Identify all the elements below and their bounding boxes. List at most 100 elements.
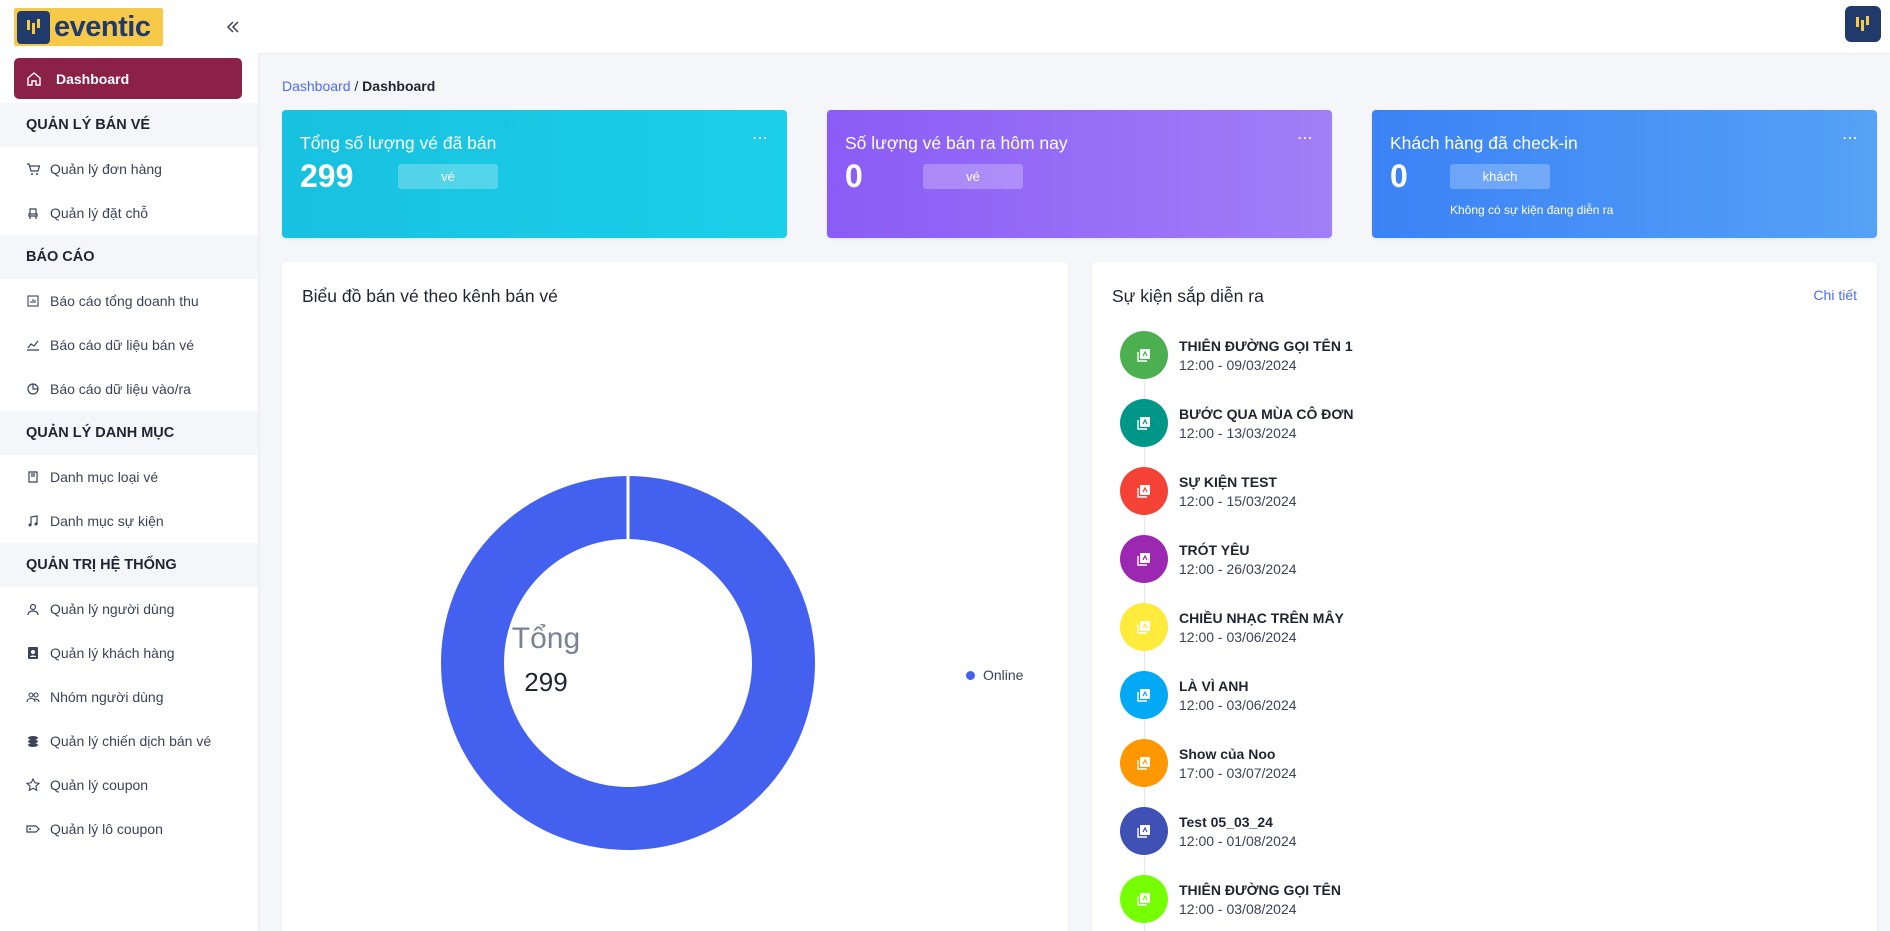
event-item[interactable]: Show của Noo 17:00 - 03/07/2024 xyxy=(1120,738,1720,788)
event-info: BƯỚC QUA MÙA CÔ ĐƠN 12:00 - 13/03/2024 xyxy=(1179,406,1353,441)
logo-row: eventic xyxy=(0,0,258,54)
stat-value: 0 xyxy=(845,158,863,194)
event-time: 17:00 - 03/07/2024 xyxy=(1179,764,1297,781)
legend-label: Online xyxy=(983,667,1024,683)
event-calendar-icon xyxy=(1120,807,1168,855)
sidebar-item-dashboard[interactable]: Dashboard xyxy=(14,58,242,99)
event-name: TRÓT YÊU xyxy=(1179,541,1250,558)
seat-icon xyxy=(26,206,40,220)
upcoming-events-panel: Sự kiện sắp diễn ra Chi tiết THIÊN ĐƯỜNG… xyxy=(1092,262,1877,931)
breadcrumb-current: Dashboard xyxy=(362,78,436,94)
more-options-icon[interactable]: ⋯ xyxy=(1297,130,1314,147)
sidebar-item[interactable]: Quản lý đặt chỗ xyxy=(0,191,258,235)
stat-unit-badge: khách xyxy=(1450,164,1550,189)
event-info: SỰ KIỆN TEST 12:00 - 15/03/2024 xyxy=(1179,474,1297,509)
event-name: THIÊN ĐƯỜNG GỌI TÊN 1 xyxy=(1179,337,1353,354)
sidebar: eventic Dashboard QUẢN LÝ BÁN VÉ Quản lý … xyxy=(0,0,258,931)
stat-note: Không có sự kiện đang diễn ra xyxy=(1450,203,1614,217)
event-name: CHIỀU NHẠC TRÊN MÂY xyxy=(1179,609,1344,626)
sidebar-section-title: QUẢN LÝ DANH MỤC xyxy=(0,411,258,455)
sidebar-item[interactable]: Quản lý khách hàng xyxy=(0,631,258,675)
event-calendar-icon xyxy=(1120,875,1168,923)
event-time: 12:00 - 03/06/2024 xyxy=(1179,696,1297,713)
double-chevron-left-icon xyxy=(226,21,239,33)
sidebar-item[interactable]: Báo cáo dữ liệu vào/ra xyxy=(0,367,258,411)
breadcrumb-link[interactable]: Dashboard xyxy=(282,78,351,94)
event-calendar-icon xyxy=(1120,671,1168,719)
sidebar-section-title: QUẢN TRỊ HỆ THỐNG xyxy=(0,543,258,587)
home-icon xyxy=(26,71,42,87)
event-time: 12:00 - 26/03/2024 xyxy=(1179,560,1297,577)
sidebar-item[interactable]: Báo cáo dữ liệu bán vé xyxy=(0,323,258,367)
sidebar-item[interactable]: Quản lý lô coupon xyxy=(0,807,258,851)
event-item[interactable]: Test 05_03_24 12:00 - 01/08/2024 xyxy=(1120,806,1720,856)
event-calendar-icon xyxy=(1120,535,1168,583)
stat-title: Khách hàng đã check-in xyxy=(1390,133,1578,153)
sidebar-section-title: QUẢN LÝ BÁN VÉ xyxy=(0,103,258,147)
stat-value: 299 xyxy=(300,158,354,194)
user-icon xyxy=(26,602,40,616)
sidebar-item[interactable]: Nhóm người dùng xyxy=(0,675,258,719)
stat-card-sold-today: Số lượng vé bán ra hôm nay ⋯ 0 vé xyxy=(827,110,1332,238)
event-info: CHIỀU NHẠC TRÊN MÂY 12:00 - 03/06/2024 xyxy=(1179,610,1344,645)
event-name: SỰ KIỆN TEST xyxy=(1179,473,1277,490)
event-item[interactable]: BƯỚC QUA MÙA CÔ ĐƠN 12:00 - 13/03/2024 xyxy=(1120,398,1720,448)
sidebar-item[interactable]: Quản lý coupon xyxy=(0,763,258,807)
stat-title: Số lượng vé bán ra hôm nay xyxy=(845,133,1068,153)
donut-center-label: Tổng xyxy=(511,622,581,655)
app-logo[interactable]: eventic xyxy=(14,8,163,46)
event-name: Show của Noo xyxy=(1179,745,1276,762)
event-item[interactable]: TRÓT YÊU 12:00 - 26/03/2024 xyxy=(1120,534,1720,584)
event-time: 12:00 - 01/08/2024 xyxy=(1179,832,1297,849)
stat-card-total-sold: Tổng số lượng vé đã bán ⋯ 299 vé xyxy=(282,110,787,238)
more-options-icon[interactable]: ⋯ xyxy=(1842,130,1859,147)
sidebar-item-label: Báo cáo dữ liệu bán vé xyxy=(50,337,195,353)
donut-center-value: 299 xyxy=(524,667,568,697)
sidebar-item-label: Báo cáo dữ liệu vào/ra xyxy=(50,381,191,397)
event-calendar-icon xyxy=(1120,399,1168,447)
sidebar-item[interactable]: Quản lý đơn hàng xyxy=(0,147,258,191)
donut-slice-online[interactable] xyxy=(441,476,815,850)
event-time: 12:00 - 03/08/2024 xyxy=(1179,900,1297,917)
event-name: LÀ VÌ ANH xyxy=(1179,677,1249,694)
donut-chart xyxy=(441,476,815,850)
stat-unit-badge: vé xyxy=(398,164,498,189)
event-item[interactable]: LÀ VÌ ANH 12:00 - 03/06/2024 xyxy=(1120,670,1720,720)
legend-marker xyxy=(966,670,975,680)
sidebar-item[interactable]: Danh mục loại vé xyxy=(0,455,258,499)
sidebar-item[interactable]: Quản lý chiến dịch bán vé xyxy=(0,719,258,763)
music-icon xyxy=(26,514,40,528)
logo-text: eventic xyxy=(54,10,151,43)
event-item[interactable]: THIÊN ĐƯỜNG GỌI TÊN 1 12:00 - 09/03/2024 xyxy=(1120,330,1720,380)
sidebar-item-label: Quản lý lô coupon xyxy=(50,821,163,837)
sidebar-item[interactable]: Quản lý người dùng xyxy=(0,587,258,631)
event-info: TRÓT YÊU 12:00 - 26/03/2024 xyxy=(1179,542,1297,577)
sidebar-item-label: Quản lý người dùng xyxy=(50,601,175,617)
sidebar-item[interactable]: Danh mục sự kiện xyxy=(0,499,258,543)
stat-unit-badge: vé xyxy=(923,164,1023,189)
sidebar-sections: QUẢN LÝ BÁN VÉ Quản lý đơn hàng Quản lý đặ… xyxy=(0,103,258,851)
more-options-icon[interactable]: ⋯ xyxy=(752,130,769,147)
sidebar-item-label: Dashboard xyxy=(56,70,130,87)
avatar[interactable] xyxy=(1845,6,1881,42)
sidebar-item[interactable]: Báo cáo tổng doanh thu xyxy=(0,279,258,323)
event-calendar-icon xyxy=(1120,467,1168,515)
breadcrumb: Dashboard / Dashboard xyxy=(282,78,435,94)
logo-mark-icon xyxy=(1856,16,1869,31)
event-time: 12:00 - 03/06/2024 xyxy=(1179,628,1297,645)
event-info: THIÊN ĐƯỜNG GỌI TÊN 12:00 - 03/08/2024 xyxy=(1179,882,1341,917)
event-time: 12:00 - 13/03/2024 xyxy=(1179,424,1297,441)
sidebar-item-label: Quản lý coupon xyxy=(50,777,149,793)
chart-panel: Biểu đồ bán vé theo kênh bán vé Tổng 299… xyxy=(282,262,1068,931)
event-item[interactable]: THIÊN ĐƯỜNG GỌI TÊN 12:00 - 03/08/2024 xyxy=(1120,874,1720,924)
collapse-sidebar-button[interactable] xyxy=(222,16,244,38)
breadcrumb-separator: / xyxy=(350,78,363,94)
details-link[interactable]: Chi tiết xyxy=(1813,287,1857,303)
contact-card-icon xyxy=(26,646,40,660)
chart-legend[interactable]: Online xyxy=(966,667,1023,683)
stat-title: Tổng số lượng vé đã bán xyxy=(300,133,497,153)
event-time: 12:00 - 15/03/2024 xyxy=(1179,492,1297,509)
event-item[interactable]: SỰ KIỆN TEST 12:00 - 15/03/2024 xyxy=(1120,466,1720,516)
event-item[interactable]: CHIỀU NHẠC TRÊN MÂY 12:00 - 03/06/2024 xyxy=(1120,602,1720,652)
events-panel-title: Sự kiện sắp diễn ra xyxy=(1112,286,1264,306)
